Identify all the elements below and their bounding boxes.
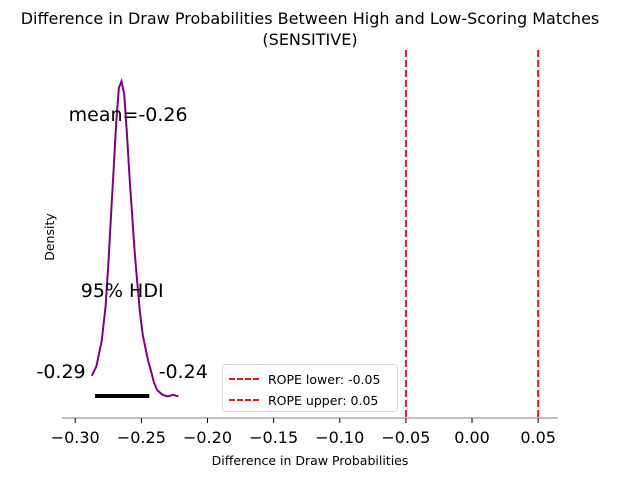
density-curve xyxy=(90,77,179,398)
mean-label: mean=-0.26 xyxy=(69,104,188,126)
x-ticks: −0.30 −0.25 −0.20 −0.15 −0.10 −0.05 0.00 0.05 xyxy=(51,418,556,447)
legend-label-rope-upper: ROPE upper: 0.05 xyxy=(268,392,379,408)
x-tick-label: −0.30 xyxy=(51,428,100,447)
legend-swatch-rope-upper xyxy=(229,399,259,401)
y-axis-label: Density xyxy=(42,213,57,261)
x-tick-label: −0.20 xyxy=(183,428,232,447)
x-tick-label: −0.25 xyxy=(117,428,166,447)
chart-title: Difference in Draw Probabilities Between… xyxy=(21,9,600,28)
legend-item-rope-upper: ROPE upper: 0.05 xyxy=(229,392,378,408)
chart-subtitle: (SENSITIVE) xyxy=(262,30,357,49)
x-tick-label: −0.15 xyxy=(249,428,298,447)
hdi-low-label: -0.29 xyxy=(36,361,85,383)
legend-item-rope-lower: ROPE lower: -0.05 xyxy=(229,371,380,387)
x-tick-label: −0.05 xyxy=(381,428,430,447)
x-tick-label: −0.10 xyxy=(315,428,364,447)
legend: ROPE lower: -0.05 ROPE upper: 0.05 xyxy=(222,364,398,412)
hdi-high-label: -0.24 xyxy=(159,361,208,383)
legend-label-rope-lower: ROPE lower: -0.05 xyxy=(268,371,381,387)
x-axis-label: Difference in Draw Probabilities xyxy=(212,453,409,468)
legend-swatch-rope-lower xyxy=(229,378,259,380)
x-tick-label: 0.05 xyxy=(520,428,556,447)
hdi-label: 95% HDI xyxy=(81,280,164,302)
rope-lines xyxy=(404,50,540,418)
x-tick-label: 0.00 xyxy=(454,428,490,447)
